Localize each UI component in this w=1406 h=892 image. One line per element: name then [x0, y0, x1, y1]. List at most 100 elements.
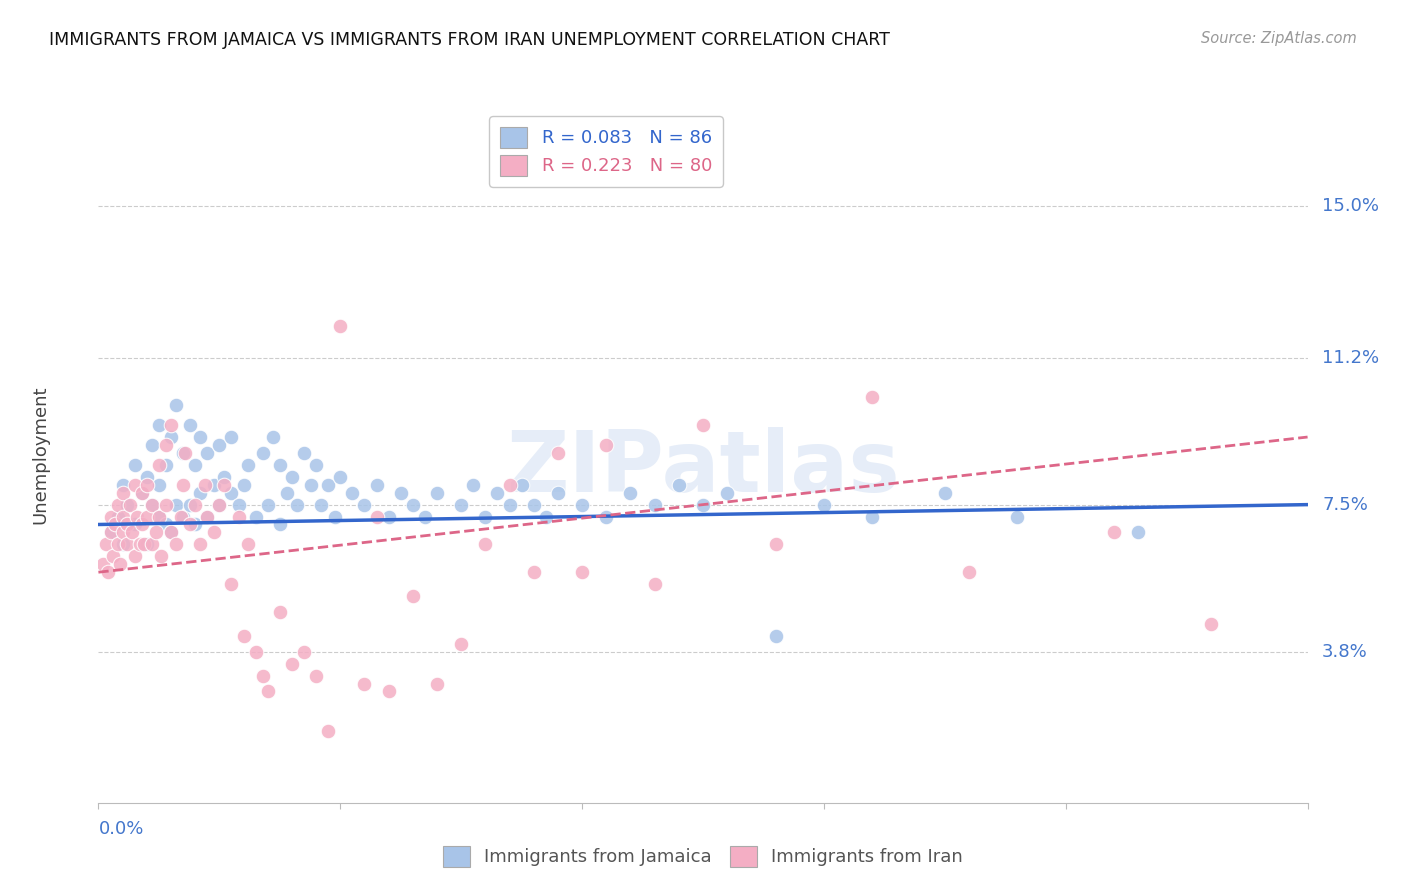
Point [329, 470, 352, 484]
Point [172, 446, 194, 460]
Point [571, 498, 593, 512]
Point [179, 418, 201, 433]
Point [172, 477, 194, 491]
Point [309, 498, 332, 512]
Point [547, 446, 569, 460]
Point [111, 537, 134, 551]
Point [165, 537, 187, 551]
Point [619, 485, 641, 500]
Point [179, 498, 201, 512]
Point [101, 549, 124, 564]
Point [498, 477, 520, 491]
Point [131, 485, 153, 500]
Point [486, 485, 509, 500]
Point [595, 438, 617, 452]
Point [160, 418, 183, 433]
Point [813, 498, 835, 512]
Point [934, 485, 956, 500]
Point [1007, 509, 1029, 524]
Point [148, 509, 170, 524]
Point [195, 509, 218, 524]
Point [402, 589, 425, 603]
Point [184, 498, 207, 512]
Point [188, 537, 211, 551]
Text: IMMIGRANTS FROM JAMAICA VS IMMIGRANTS FROM IRAN UNEMPLOYMENT CORRELATION CHART: IMMIGRANTS FROM JAMAICA VS IMMIGRANTS FR… [49, 31, 890, 49]
Point [160, 525, 183, 540]
Point [765, 629, 787, 643]
Point [256, 498, 278, 512]
Point [534, 509, 557, 524]
Point [212, 477, 235, 491]
Point [510, 477, 533, 491]
Point [292, 446, 315, 460]
Point [353, 498, 375, 512]
Point [141, 537, 163, 551]
Point [145, 525, 167, 540]
Point [325, 509, 347, 524]
Point [148, 458, 170, 472]
Point [212, 470, 235, 484]
Point [245, 645, 267, 659]
Point [426, 485, 449, 500]
Point [111, 477, 134, 491]
Point [1128, 525, 1150, 540]
Point [281, 470, 304, 484]
Point [184, 517, 207, 532]
Point [194, 477, 217, 491]
Point [765, 537, 787, 551]
Point [111, 485, 134, 500]
Point [366, 477, 388, 491]
Text: ZIPatlas: ZIPatlas [506, 427, 900, 510]
Point [377, 509, 399, 524]
Point [571, 565, 593, 579]
Point [141, 498, 163, 512]
Text: 0.0%: 0.0% [98, 821, 143, 838]
Point [124, 517, 146, 532]
Point [269, 458, 291, 472]
Point [644, 498, 666, 512]
Point [124, 477, 146, 491]
Point [474, 537, 496, 551]
Point [329, 318, 352, 333]
Point [104, 517, 127, 532]
Legend: Immigrants from Jamaica, Immigrants from Iran: Immigrants from Jamaica, Immigrants from… [436, 838, 970, 874]
Point [135, 477, 157, 491]
Point [111, 509, 134, 524]
Point [305, 668, 328, 682]
Point [450, 498, 472, 512]
Point [426, 676, 449, 690]
Point [232, 477, 254, 491]
Point [107, 537, 129, 551]
Point [523, 565, 546, 579]
Point [228, 498, 250, 512]
Point [172, 509, 194, 524]
Point [107, 509, 129, 524]
Point [107, 498, 129, 512]
Point [245, 509, 267, 524]
Point [155, 458, 177, 472]
Point [716, 485, 738, 500]
Point [188, 485, 211, 500]
Point [169, 509, 191, 524]
Point [292, 645, 315, 659]
Point [252, 668, 274, 682]
Point [269, 517, 291, 532]
Point [94, 537, 117, 551]
Point [353, 676, 375, 690]
Point [195, 446, 218, 460]
Text: 3.8%: 3.8% [1322, 643, 1368, 661]
Point [160, 430, 183, 444]
Point [148, 509, 170, 524]
Point [155, 498, 177, 512]
Point [692, 418, 714, 433]
Point [450, 637, 472, 651]
Point [155, 517, 177, 532]
Point [131, 485, 153, 500]
Point [221, 577, 243, 591]
Point [402, 498, 425, 512]
Point [377, 684, 399, 698]
Point [100, 525, 122, 540]
Point [644, 577, 666, 591]
Point [155, 438, 177, 452]
Point [184, 458, 207, 472]
